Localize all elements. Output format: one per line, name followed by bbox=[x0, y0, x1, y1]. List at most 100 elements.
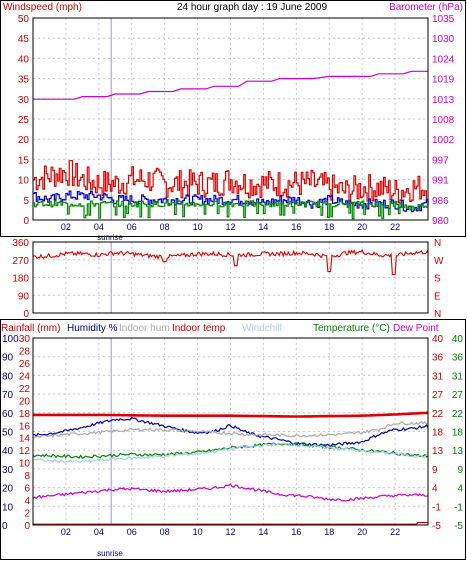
wind-x-tick-label: 12 bbox=[225, 222, 235, 232]
wind-x-tick-label: 20 bbox=[357, 222, 367, 232]
panel-bottom-frame bbox=[0, 319, 466, 560]
sunrise-label-bottom: sunrise bbox=[97, 549, 123, 558]
temp-x-tick-label: 12 bbox=[225, 527, 235, 537]
temp-x-tick-label: 18 bbox=[324, 527, 334, 537]
baro-y-tick-label: 997 bbox=[432, 155, 449, 166]
temp-outer-tick-label: 13 bbox=[452, 446, 464, 457]
barometer-axis-label: Barometer (hPa) bbox=[389, 2, 463, 13]
temp-x-tick-label: 10 bbox=[193, 527, 203, 537]
legend-temperature: Temperature (°C) bbox=[313, 323, 390, 334]
baro-y-tick-label: 980 bbox=[432, 216, 449, 227]
temp-series-indoor_temp bbox=[33, 411, 429, 418]
sunrise-label-top: sunrise bbox=[97, 233, 123, 242]
humidity-y-tick-label: 80 bbox=[2, 371, 14, 382]
rain-y-tick-label: 28 bbox=[19, 346, 31, 357]
rain-y-tick-label: 16 bbox=[19, 421, 31, 432]
temp-outer-tick-label: 18 bbox=[452, 428, 464, 439]
wind-x-tick-label: 14 bbox=[258, 222, 268, 232]
rain-y-tick-label: 14 bbox=[19, 434, 31, 445]
temp-inner-tick-label: 9 bbox=[432, 465, 438, 476]
legend-indoor-temp: Indoor temp bbox=[172, 323, 226, 334]
temp-inner-tick-label: 13 bbox=[432, 446, 444, 457]
compass-tick-label: W bbox=[434, 256, 444, 267]
direction-y-tick-label: 180 bbox=[12, 274, 29, 285]
temp-inner-tick-label: 36 bbox=[432, 353, 444, 364]
wind-y-tick-label: 45 bbox=[18, 34, 30, 45]
wind-x-tick-label: 08 bbox=[160, 222, 170, 232]
temp-outer-tick-label: 9 bbox=[457, 465, 463, 476]
baro-y-tick-label: 1035 bbox=[432, 14, 455, 25]
rain-y-tick-label: 20 bbox=[19, 396, 31, 407]
humidity-y-tick-label: 100 bbox=[2, 334, 19, 345]
legend-indoor-hum: Indoor hum bbox=[119, 323, 170, 334]
temp-outer-tick-label: -1 bbox=[454, 502, 463, 513]
wind-y-tick-label: 10 bbox=[18, 176, 30, 187]
rain-y-tick-label: 12 bbox=[19, 446, 31, 457]
baro-y-tick-label: 1008 bbox=[432, 115, 455, 126]
temp-inner-tick-label: 4 bbox=[432, 484, 438, 495]
wind-y-tick-label: 35 bbox=[18, 75, 30, 86]
wind-y-tick-label: 25 bbox=[18, 115, 30, 126]
temp-outer-tick-label: -5 bbox=[454, 521, 463, 532]
direction-plot-area bbox=[32, 241, 429, 314]
temp-series-dew_point bbox=[32, 483, 429, 502]
baro-y-tick-label: 986 bbox=[432, 196, 449, 207]
rain-y-tick-label: 10 bbox=[19, 459, 31, 470]
temp-outer-tick-label: 36 bbox=[452, 353, 464, 364]
wind-y-tick-label: 50 bbox=[18, 14, 30, 25]
wind-x-tick-label: 22 bbox=[390, 222, 400, 232]
wind-series-gust bbox=[33, 160, 429, 205]
wind-series-barometer bbox=[33, 70, 428, 100]
humidity-y-tick-label: 90 bbox=[2, 353, 14, 364]
temp-plot-area bbox=[32, 337, 429, 526]
rain-y-tick-label: 2 bbox=[24, 509, 30, 520]
temp-x-tick-label: 02 bbox=[61, 527, 71, 537]
temp-x-tick-label: 06 bbox=[127, 527, 137, 537]
wind-x-tick-label: 16 bbox=[291, 222, 301, 232]
legend-rainfall: Rainfall (mm) bbox=[1, 323, 60, 334]
wind-x-tick-label: 06 bbox=[127, 222, 137, 232]
temp-inner-tick-label: 31 bbox=[432, 371, 444, 382]
wind-series-wind bbox=[33, 200, 429, 220]
wind-x-tick-label: 10 bbox=[193, 222, 203, 232]
direction-y-tick-label: 0 bbox=[23, 309, 29, 320]
rain-y-tick-label: 18 bbox=[19, 409, 31, 420]
temp-inner-tick-label: 27 bbox=[432, 390, 444, 401]
temp-outer-tick-label: 40 bbox=[452, 334, 464, 345]
temp-series-rainfall bbox=[33, 521, 428, 525]
wind-y-tick-label: 20 bbox=[18, 135, 30, 146]
temp-outer-tick-label: 4 bbox=[457, 484, 463, 495]
compass-tick-label: N bbox=[434, 238, 441, 249]
rain-y-tick-label: 4 bbox=[24, 496, 30, 507]
baro-y-tick-label: 1013 bbox=[432, 95, 455, 106]
rain-y-tick-label: 22 bbox=[19, 384, 31, 395]
temp-inner-tick-label: -1 bbox=[432, 502, 441, 513]
panel-top-frame bbox=[0, 0, 466, 237]
wind-y-tick-label: 5 bbox=[23, 196, 29, 207]
legend-dew-point: Dew Point bbox=[393, 323, 439, 334]
wind-y-tick-label: 40 bbox=[18, 54, 30, 65]
temp-outer-tick-label: 22 bbox=[452, 409, 464, 420]
humidity-y-tick-label: 30 bbox=[2, 465, 14, 476]
compass-tick-label: S bbox=[434, 274, 441, 285]
rain-y-tick-label: 24 bbox=[19, 371, 31, 382]
wind-x-tick-label: 04 bbox=[94, 222, 104, 232]
temp-x-tick-label: 08 bbox=[160, 527, 170, 537]
temp-x-tick-label: 04 bbox=[94, 527, 104, 537]
rain-y-tick-label: 6 bbox=[24, 484, 30, 495]
temp-inner-tick-label: 40 bbox=[432, 334, 444, 345]
direction-series-direction bbox=[32, 248, 429, 276]
rain-y-tick-label: 26 bbox=[19, 359, 31, 370]
humidity-y-tick-label: 50 bbox=[2, 428, 14, 439]
humidity-y-tick-label: 40 bbox=[2, 446, 14, 457]
temp-x-tick-label: 22 bbox=[390, 527, 400, 537]
humidity-y-tick-label: 60 bbox=[2, 409, 14, 420]
compass-tick-label: E bbox=[434, 291, 441, 302]
direction-y-tick-label: 90 bbox=[18, 291, 30, 302]
temp-x-tick-label: 16 bbox=[291, 527, 301, 537]
baro-y-tick-label: 1002 bbox=[432, 135, 455, 146]
temp-outer-tick-label: 31 bbox=[452, 371, 464, 382]
temp-outer-tick-label: 27 bbox=[452, 390, 464, 401]
humidity-y-tick-label: 10 bbox=[2, 502, 14, 513]
